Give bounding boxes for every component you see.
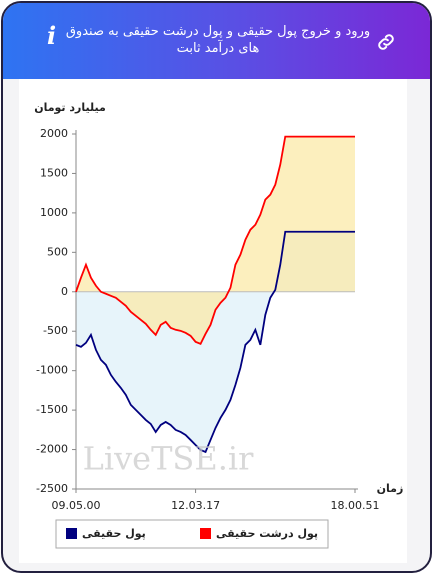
legend-swatch [66, 528, 77, 539]
y-tick-label: 2000 [40, 127, 68, 140]
y-tick-label: -2000 [36, 443, 68, 456]
x-axis-label: زمان [377, 482, 404, 495]
y-tick-label: 1500 [40, 166, 68, 179]
series-line [75, 135, 355, 345]
y-axis-label: میلیارد تومان [34, 101, 106, 114]
header: i ورود و خروج پول حقیقی و پول درشت حقیقی… [3, 3, 430, 79]
info-icon[interactable]: i [47, 21, 57, 50]
watermark: LiveTSE.ir [83, 440, 255, 478]
y-tick-label: -1000 [36, 364, 68, 377]
y-tick-label: 1000 [40, 206, 68, 219]
y-tick-label: 500 [47, 245, 68, 258]
y-tick-label: 0 [61, 285, 68, 298]
y-tick-label: -2500 [36, 482, 68, 495]
y-tick-label: -500 [43, 324, 68, 337]
x-tick-label: 12.03.17 [171, 499, 220, 512]
link-icon[interactable] [375, 31, 397, 53]
x-tick-label: 18.00.51 [331, 499, 380, 512]
y-tick-label: -1500 [36, 403, 68, 416]
legend-box [55, 519, 329, 549]
series-line [75, 230, 355, 454]
title: ورود و خروج پول حقیقی و پول درشت حقیقی ب… [65, 24, 371, 56]
legend-label: پول حقیقی [82, 527, 146, 540]
legend-swatch [200, 528, 211, 539]
x-tick-label: 09.05.00 [52, 499, 101, 512]
legend-label: پول درشت حقیقی [216, 527, 318, 540]
